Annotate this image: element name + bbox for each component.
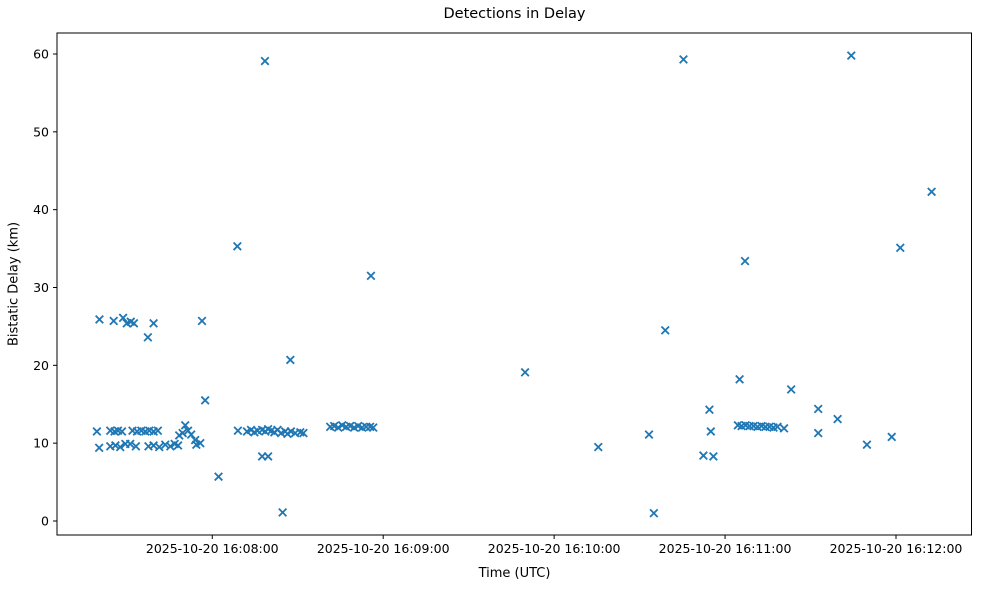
data-point (285, 355, 295, 365)
data-point (846, 51, 856, 61)
data-point (773, 422, 782, 432)
y-tick-label: 60 (33, 47, 49, 62)
data-point (118, 313, 128, 323)
data-point (520, 367, 530, 377)
data-point (143, 332, 153, 342)
data-point (263, 451, 273, 461)
data-point (833, 414, 843, 424)
data-point (779, 423, 789, 433)
data-point (368, 423, 378, 433)
data-point (186, 430, 196, 440)
y-axis-ticks: 0 10 20 30 40 50 60 (33, 47, 57, 528)
data-point (740, 256, 750, 266)
data-point (644, 430, 654, 440)
data-point (260, 56, 270, 66)
x-axis-ticks: 2025-10-20 16:08:00 2025-10-20 16:09:00 20… (146, 535, 963, 556)
data-point (786, 385, 796, 394)
chart-title: Detections in Delay (443, 6, 586, 22)
plot-frame (56, 32, 972, 536)
data-point (706, 427, 716, 436)
x-tick-label: 2025-10-20 16:11:00 (659, 541, 792, 556)
data-point (862, 440, 872, 450)
x-tick-label: 2025-10-20 16:09:00 (317, 541, 450, 556)
data-point (214, 472, 223, 482)
x-tick-label: 2025-10-20 16:08:00 (146, 541, 279, 556)
data-points (92, 51, 937, 518)
data-point (232, 241, 242, 251)
data-point (165, 441, 175, 451)
data-point (679, 55, 688, 64)
data-point (197, 316, 207, 326)
data-point (129, 318, 139, 328)
data-point (298, 428, 308, 438)
y-axis-label-text: Bistatic Delay (km) (6, 221, 22, 347)
data-point (887, 432, 897, 442)
data-point (94, 443, 104, 453)
data-point (593, 442, 603, 452)
x-axis-label: Time (UTC) (478, 566, 551, 581)
x-tick-label: 2025-10-20 16:12:00 (830, 541, 963, 556)
data-point (92, 427, 102, 436)
data-point (708, 451, 718, 461)
data-point (95, 314, 104, 324)
data-point (154, 442, 164, 452)
x-tick-label: 2025-10-20 16:10:00 (488, 541, 621, 556)
data-point (278, 507, 288, 517)
data-point (131, 441, 141, 451)
data-point (660, 325, 670, 335)
data-point (115, 442, 125, 452)
data-point (704, 405, 714, 415)
y-tick-label: 50 (33, 124, 49, 139)
data-point (149, 318, 159, 328)
data-point (178, 428, 188, 438)
y-tick-label: 30 (33, 280, 49, 295)
data-point (895, 243, 905, 253)
data-point (366, 271, 376, 281)
y-tick-label: 40 (33, 202, 49, 217)
y-tick-label: 10 (33, 436, 49, 451)
data-point (649, 508, 659, 518)
y-tick-label: 20 (33, 358, 49, 373)
data-point (117, 427, 127, 436)
data-point (125, 439, 135, 449)
data-point (153, 426, 163, 436)
data-point (195, 438, 205, 448)
data-point (927, 187, 937, 197)
data-point (173, 441, 183, 450)
y-tick-label: 0 (41, 513, 49, 528)
data-point (160, 440, 170, 450)
data-point (698, 451, 708, 461)
data-point (813, 428, 823, 438)
data-point (110, 441, 120, 450)
data-point (109, 316, 119, 326)
data-point (180, 420, 190, 430)
data-point (200, 395, 210, 405)
data-point (813, 404, 823, 414)
data-point (735, 374, 745, 384)
data-point (233, 426, 243, 436)
